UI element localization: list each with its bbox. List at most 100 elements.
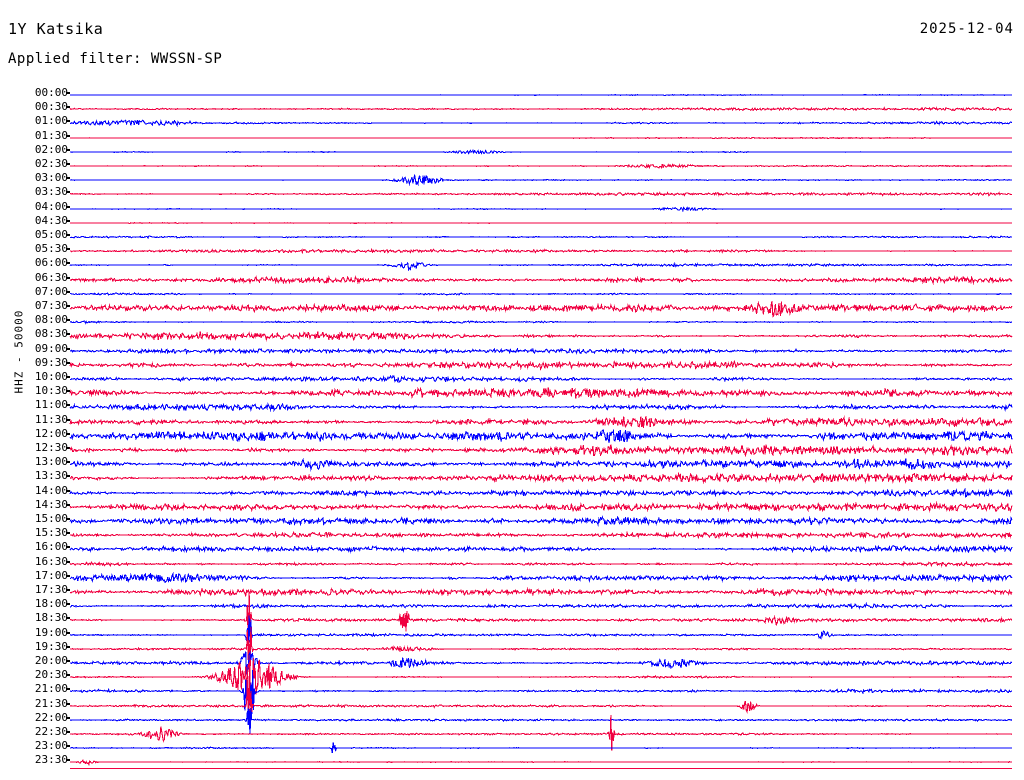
helicorder-row: 16:00 [0,541,1024,556]
row-time-label: 19:00 [34,625,68,639]
seismic-trace [70,279,1013,309]
seismic-trace [70,165,1012,195]
row-tick-mark [66,134,70,137]
helicorder-row: 21:30 [0,675,1024,714]
row-tick-mark [66,674,70,677]
seismic-trace [69,151,1013,181]
row-time-label: 18:30 [34,611,68,625]
helicorder-row: 12:00 [0,426,1024,443]
helicorder-row: 17:30 [0,583,1024,599]
helicorder-row: 19:00 [0,614,1024,643]
row-time-label: 01:00 [34,114,68,128]
row-time-label: 08:30 [34,327,68,341]
seismic-trace [69,534,1013,564]
seismic-trace [69,222,1013,252]
row-time-label: 06:00 [34,256,68,270]
row-time-label: 23:30 [34,753,68,767]
helicorder-plot: 00:00 00:30 01:00 01:30 02:00 02:30 03:00 03:30… [0,80,1024,770]
seismic-trace [69,449,1013,479]
seismic-trace [69,307,1013,337]
seismic-trace [69,626,1012,678]
seismic-trace [69,108,1013,138]
row-tick-mark [66,447,70,449]
seismic-trace [69,194,1013,224]
seismic-trace [69,463,1013,493]
seismic-trace [69,658,1013,695]
date-label: 2025-12-04 [919,21,1014,37]
row-time-label: 23:00 [34,739,68,753]
row-time-label: 13:30 [34,469,68,483]
helicorder-row: 06:30 [0,271,1024,287]
seismic-trace [69,265,1013,295]
helicorder-row: 04:00 [0,200,1024,216]
helicorder-row: 19:30 [0,626,1024,678]
row-time-label: 15:00 [34,512,68,525]
helicorder-row: 06:00 [0,256,1024,272]
seismic-trace [69,591,1013,650]
seismic-trace [69,94,1013,124]
helicorder-row: 02:30 [0,157,1024,173]
helicorder-row: 16:30 [0,555,1024,571]
row-time-label: 07:00 [34,284,68,298]
seismic-trace [69,549,1013,579]
row-time-label: 03:00 [34,171,68,185]
seismic-trace [69,137,1013,167]
helicorder-row: 03:00 [0,171,1024,187]
row-tick-mark [66,617,70,620]
row-time-label: 20:30 [34,668,68,682]
helicorder-row: 10:30 [0,385,1024,400]
row-tick-mark [66,574,70,577]
row-time-label: 22:00 [34,710,68,724]
seismic-trace [69,336,1012,366]
row-tick-mark [66,475,70,478]
row-time-label: 11:00 [34,398,68,412]
seismic-trace [69,715,1013,751]
row-tick-mark [66,404,70,407]
filter-label: Applied filter: WWSSN-SP [8,51,223,67]
seismic-trace [69,435,1013,465]
seismic-trace [69,520,1013,550]
helicorder-row: 21:00 [0,670,1024,716]
row-tick-mark [66,759,70,762]
helicorder-row: 22:00 [0,707,1024,735]
row-tick-mark [66,489,70,492]
seismic-trace [70,364,1013,394]
helicorder-row: 23:30 [0,753,1024,769]
seismic-trace [70,123,1012,153]
row-time-label: 21:00 [34,682,68,696]
row-time-label: 00:00 [34,86,68,99]
helicorder-row: 13:00 [0,455,1024,472]
row-tick-mark [66,503,70,506]
row-time-label: 15:30 [34,526,68,540]
helicorder-row: 14:00 [0,484,1024,500]
row-tick-mark [66,290,70,293]
row-time-label: 12:00 [34,426,68,440]
row-time-label: 17:30 [34,583,68,596]
header: 1Y Katsika 2025-12-04 Applied filter: WW… [0,0,1024,80]
row-time-label: 01:30 [34,128,68,142]
helicorder-row: 00:00 [0,86,1024,102]
helicorder-row: 13:30 [0,469,1024,485]
row-tick-mark [66,518,70,520]
station-title: 1Y Katsika [8,20,104,38]
row-time-label: 08:00 [34,313,68,327]
seismic-trace [69,563,1013,593]
helicorder-row: 05:00 [0,229,1024,244]
row-tick-mark [66,688,70,691]
row-time-label: 21:30 [34,696,68,710]
row-tick-mark [66,546,70,549]
seismic-trace [69,648,1013,678]
row-tick-mark [66,177,70,180]
row-tick-mark [66,731,70,733]
seismic-trace [69,407,1013,437]
helicorder-row: 15:00 [0,512,1024,528]
row-tick-mark [66,148,70,151]
helicorder-row: 23:00 [0,739,1024,755]
helicorder-row: 08:00 [0,313,1024,329]
helicorder-row: 03:30 [0,186,1024,201]
seismic-trace [69,747,1013,777]
row-time-label: 13:00 [34,455,68,469]
row-tick-mark [66,461,70,464]
helicorder-row: 20:30 [0,658,1024,695]
row-time-label: 02:30 [34,157,68,170]
